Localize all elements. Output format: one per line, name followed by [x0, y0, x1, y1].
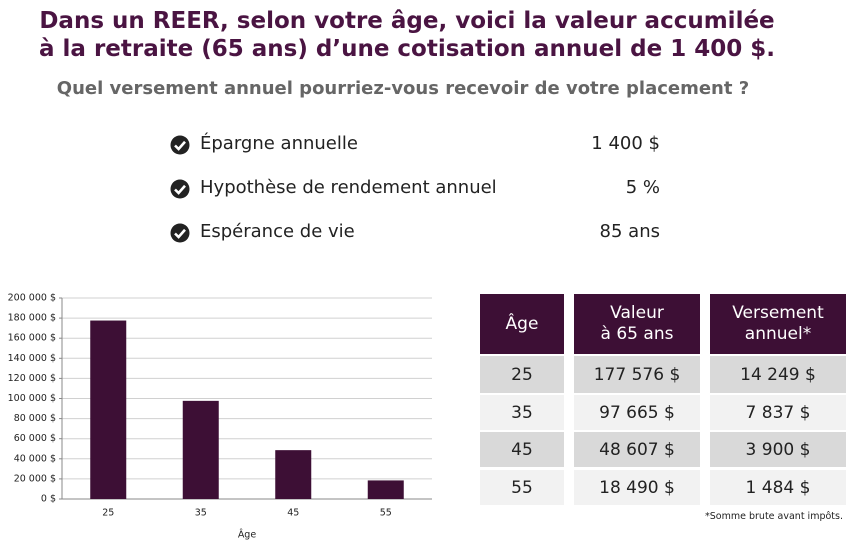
- x-tick-label: 55: [380, 508, 392, 519]
- y-tick-label: 100 000 $: [8, 393, 56, 404]
- title-line: Dans un REER, selon votre âge, voici la …: [39, 8, 775, 34]
- bar: [275, 450, 312, 499]
- y-tick-label: 40 000 $: [14, 453, 56, 464]
- assumption-label: Espérance de vie: [200, 221, 355, 242]
- y-tick-label: 180 000 $: [8, 313, 56, 324]
- y-tick-label: 120 000 $: [8, 373, 56, 384]
- table-cell: 55: [480, 470, 564, 505]
- subtitle: Quel versement annuel pourriez-vous rece…: [56, 78, 750, 99]
- assumption-value: 85 ans: [599, 221, 660, 242]
- assumption-label: Hypothèse de rendement annuel: [200, 177, 497, 198]
- header-line: Valeur: [610, 303, 664, 323]
- table-cell: 48 607 $: [574, 432, 700, 467]
- assumption-label: Épargne annuelle: [200, 133, 358, 154]
- table-cell: 18 490 $: [574, 470, 700, 505]
- x-tick-label: 45: [287, 508, 299, 519]
- table-cell: 45: [480, 432, 564, 467]
- table-cell: 14 249 $: [710, 356, 846, 393]
- y-tick-label: 200 000 $: [8, 293, 56, 304]
- assumption: Espérance de vie 85 ans: [170, 219, 660, 245]
- header-line: à 65 ans: [600, 324, 674, 344]
- table-cell: 177 576 $: [574, 356, 700, 393]
- y-tick-label: 140 000 $: [8, 353, 56, 364]
- x-tick-label: 25: [102, 508, 114, 519]
- check-icon: [170, 223, 190, 243]
- table-cell: 35: [480, 395, 564, 430]
- chart: 0 $ 20 000 $ 40 000 $ 60 000 $ 80 000 $ 100 0…: [8, 293, 432, 541]
- header-line: Versement: [732, 303, 824, 323]
- bar: [90, 320, 127, 499]
- assumption: Hypothèse de rendement annuel 5 %: [170, 175, 660, 201]
- table-cell: 3 900 $: [710, 432, 846, 467]
- y-tick-label: 60 000 $: [14, 433, 56, 444]
- assumption: Épargne annuelle 1 400 $: [170, 131, 660, 157]
- check-icon: [170, 179, 190, 199]
- y-tick-label: 20 000 $: [14, 473, 56, 484]
- y-tick-label: 160 000 $: [8, 333, 56, 344]
- assumption-value: 1 400 $: [591, 133, 660, 154]
- table-cell: 1 484 $: [710, 470, 846, 505]
- table-cell: 97 665 $: [574, 395, 700, 430]
- table-cell: 7 837 $: [710, 395, 846, 430]
- y-tick-label: 0 $: [41, 494, 56, 505]
- bar: [182, 400, 219, 499]
- table-header: Valeur à 65 ans: [574, 294, 700, 354]
- y-tick-label: 80 000 $: [14, 413, 56, 424]
- title-line: à la retraite (65 ans) d’une cotisation …: [39, 36, 775, 62]
- check-icon: [170, 135, 190, 155]
- x-tick-label: 35: [195, 508, 207, 519]
- footnote: *Somme brute avant impôts.: [705, 511, 843, 522]
- table-header: Âge: [480, 294, 564, 354]
- x-axis-label: Âge: [238, 529, 257, 541]
- header-line: annuel*: [744, 324, 812, 344]
- header-line: Âge: [505, 313, 539, 334]
- assumption-value: 5 %: [625, 177, 660, 198]
- table-cell: 25: [480, 356, 564, 393]
- bar: [367, 480, 404, 499]
- table-header: Versement annuel*: [710, 294, 846, 354]
